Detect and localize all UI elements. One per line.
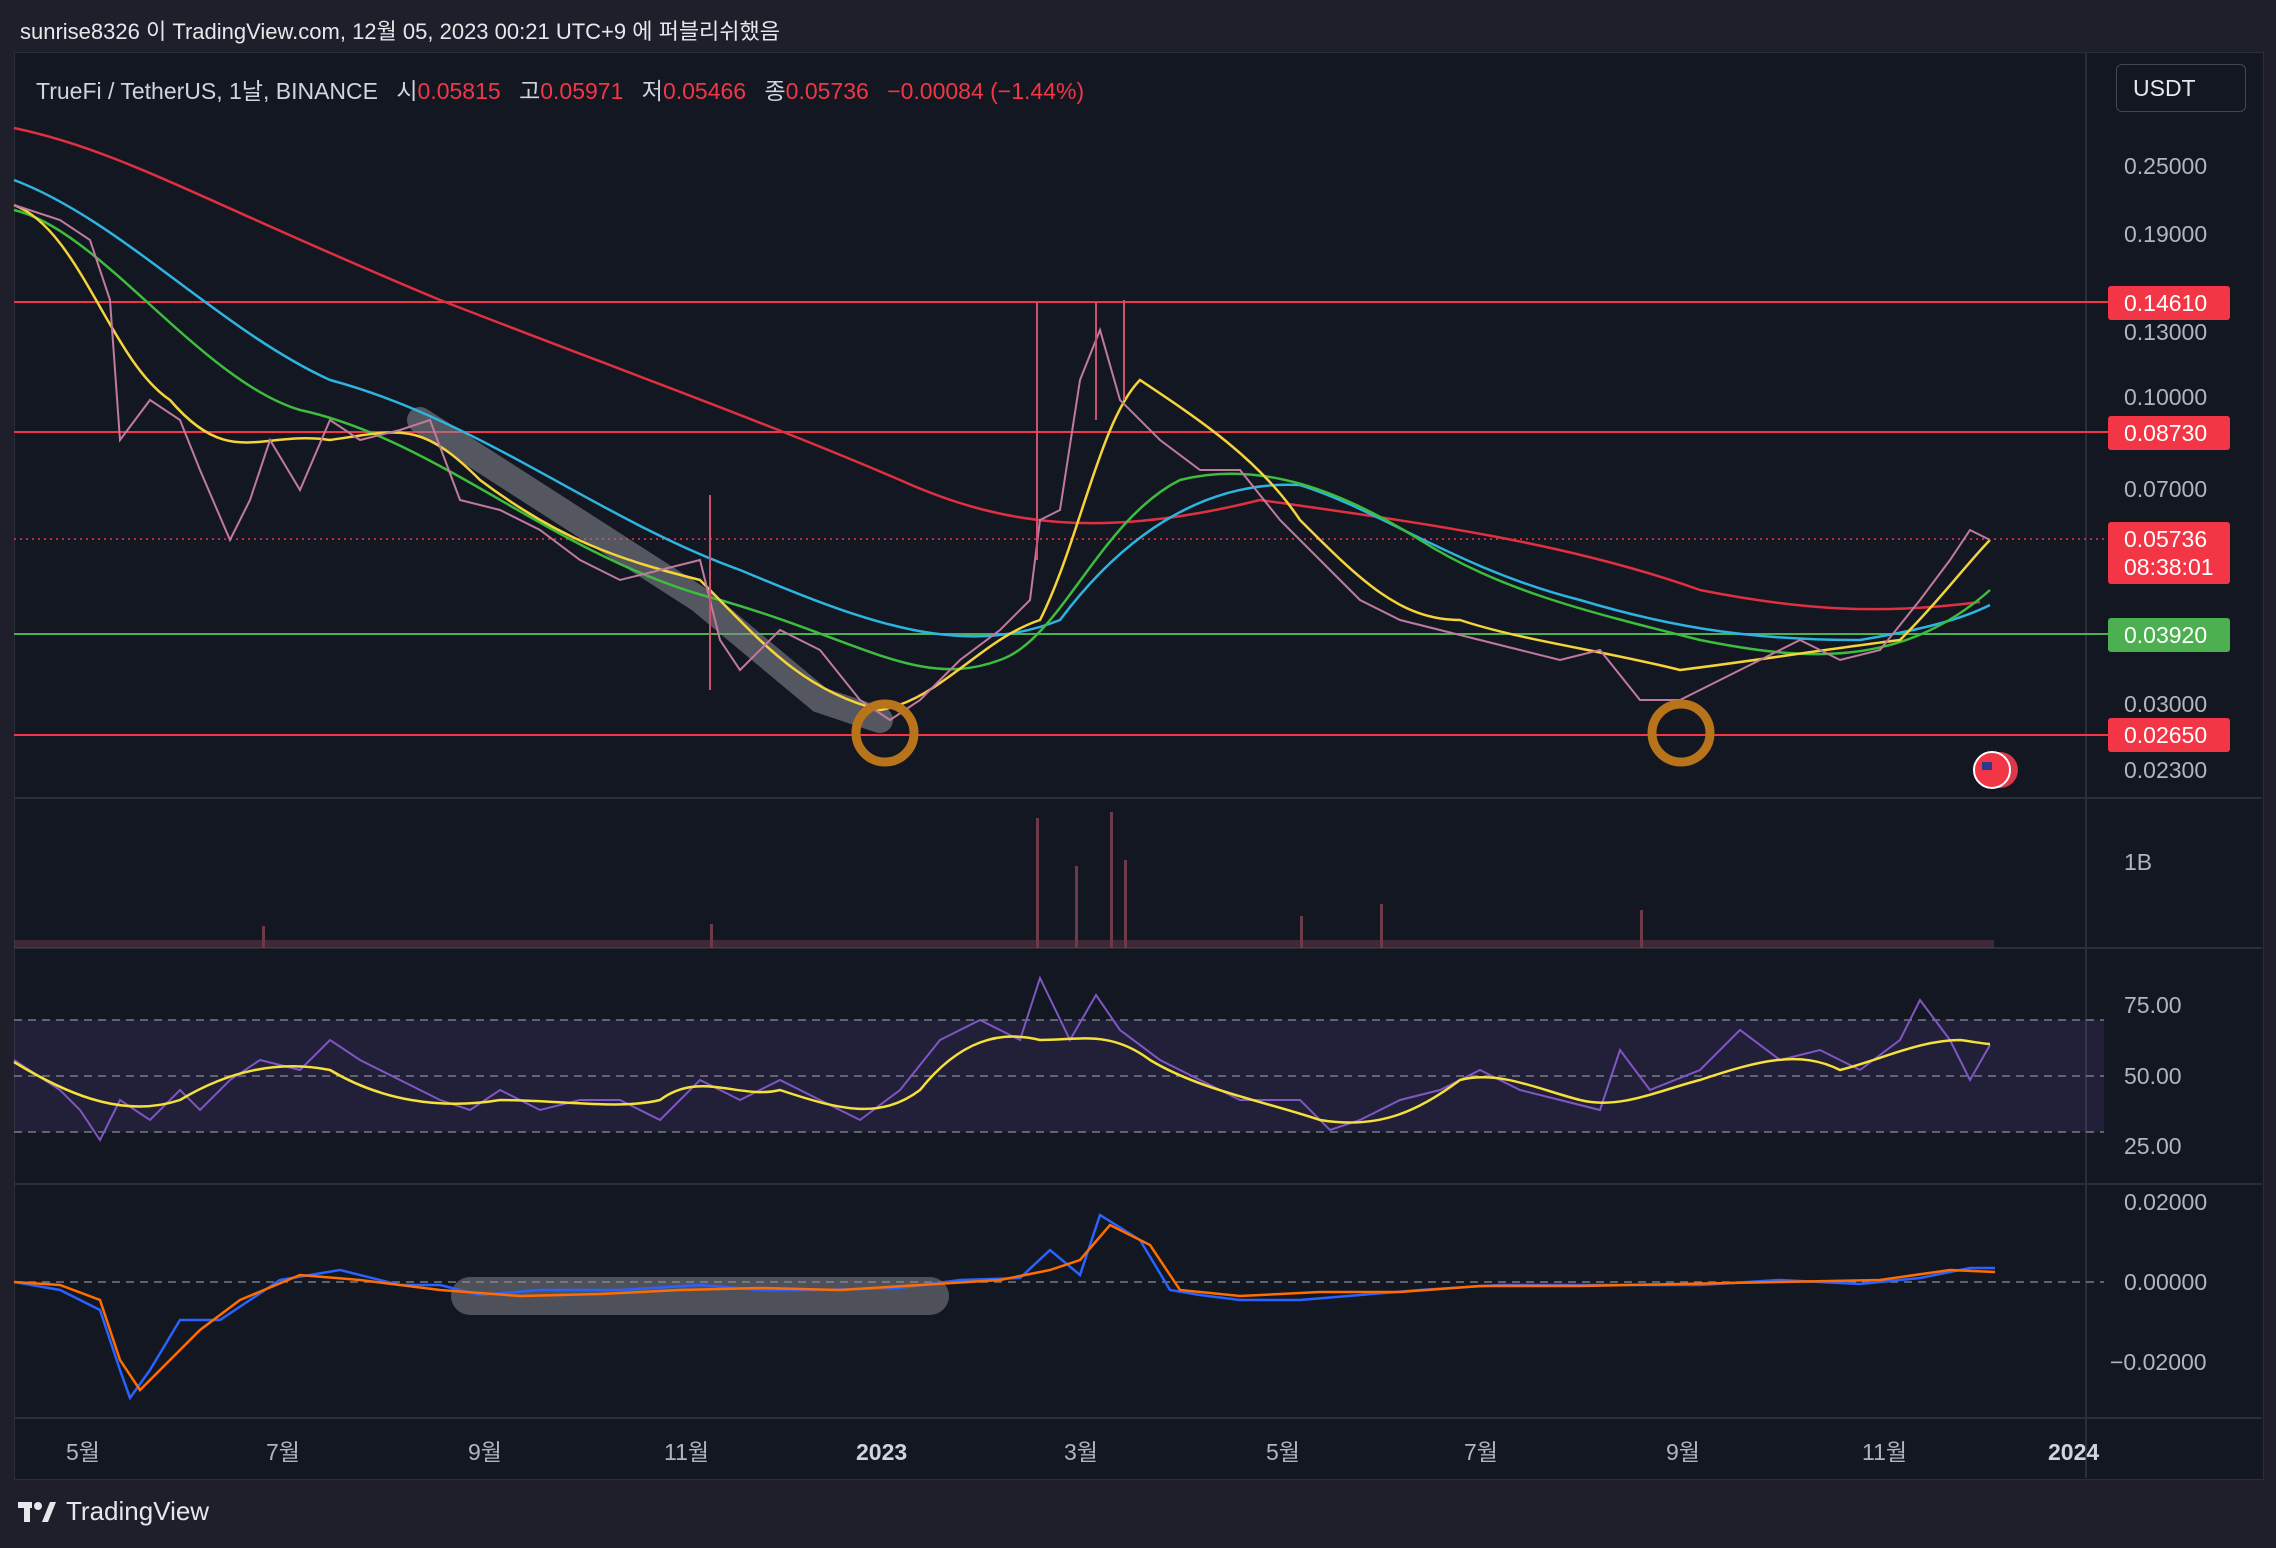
circle-marker-low-2: [1647, 699, 1715, 767]
circle-marker-low-1: [851, 699, 919, 767]
currency-button[interactable]: USDT: [2116, 64, 2246, 112]
trend-highlight: [407, 407, 893, 733]
time-tick: 5월: [1266, 1439, 1300, 1465]
last-price-label: 0.05736: [2124, 526, 2207, 552]
price-axis-ticks: 0.25000 0.19000 0.13000 0.10000 0.07000 …: [2124, 153, 2207, 783]
macd-tick: 0.02000: [2124, 1189, 2207, 1215]
footer-brand-text: TradingView: [66, 1496, 210, 1526]
price-tick: 0.07000: [2124, 476, 2207, 502]
price-series: [13, 204, 1991, 722]
time-tick: 9월: [468, 1439, 502, 1465]
pane-separators: [14, 52, 2262, 1478]
rsi-tick: 50.00: [2124, 1063, 2182, 1089]
chart-frame[interactable]: [14, 52, 2264, 1480]
indicator-axis-ticks: 1B 75.00 50.00 25.00 0.02000 0.00000 −0.…: [2110, 849, 2207, 1375]
macd-tick: 0.00000: [2124, 1269, 2207, 1295]
price-tick: 0.03000: [2124, 691, 2207, 717]
moving-averages: [13, 126, 1991, 712]
time-tick: 7월: [266, 1439, 300, 1465]
rsi-guides: [14, 1019, 2104, 1133]
countdown-label: 08:38:01: [2124, 554, 2214, 580]
publish-header: sunrise8326 이 TradingView.com, 12월 05, 2…: [0, 0, 2276, 52]
rsi-line: [13, 975, 1991, 1142]
price-tick: 0.25000: [2124, 153, 2207, 179]
publish-header-text: sunrise8326 이 TradingView.com, 12월 05, 2…: [20, 19, 781, 44]
high-value: 0.05971: [540, 78, 624, 104]
ma-green-line: [13, 208, 1991, 671]
time-tick: 7월: [1464, 1439, 1498, 1465]
close-label: 종: [764, 78, 786, 104]
time-tick: 2023: [856, 1439, 907, 1465]
price-tick: 0.02300: [2124, 757, 2207, 783]
time-axis-ticks: 5월 7월 9월 11월 2023 3월 5월 7월 9월 11월 2024: [66, 1439, 2099, 1465]
level-label-008730: 0.08730: [2124, 420, 2207, 446]
rsi-signal-line: [13, 1035, 1991, 1124]
price-wicks: [709, 300, 1125, 690]
time-tick: 9월: [1666, 1439, 1700, 1465]
time-tick: 2024: [2048, 1439, 2099, 1465]
level-lines[interactable]: [14, 301, 2112, 736]
ma-yellow-line: [13, 203, 1991, 712]
macd-line: [13, 1213, 1995, 1401]
rsi-tick: 25.00: [2124, 1133, 2182, 1159]
ma-red-line: [13, 126, 1981, 611]
ma-cyan-line: [13, 178, 1991, 642]
low-value: 0.05466: [662, 78, 747, 104]
time-tick: 11월: [1862, 1439, 1907, 1465]
level-label-002650: 0.02650: [2124, 722, 2207, 748]
close-value: 0.05736: [785, 78, 869, 104]
volume-bars: [14, 812, 1994, 948]
time-tick: 5월: [66, 1439, 100, 1465]
footer-brand[interactable]: TradingView: [18, 1496, 209, 1527]
symbol-name[interactable]: TrueFi / TetherUS, 1날, BINANCE: [36, 78, 378, 104]
high-label: 고: [519, 78, 541, 104]
open-value: 0.05815: [417, 78, 501, 104]
level-labels: 0.14610 0.08730 0.05736 08:38:01 0.03920…: [2108, 286, 2230, 752]
circle-markers[interactable]: [851, 699, 1715, 767]
macd-tick: −0.02000: [2110, 1349, 2207, 1375]
level-label-003920: 0.03920: [2124, 622, 2207, 648]
open-label: 시: [396, 78, 418, 104]
rsi-tick: 75.00: [2124, 992, 2182, 1018]
price-tick: 0.10000: [2124, 384, 2207, 410]
macd-signal-line: [13, 1223, 1996, 1392]
time-tick: 3월: [1064, 1439, 1098, 1465]
symbol-legend[interactable]: TrueFi / TetherUS, 1날, BINANCE 시0.05815 …: [36, 72, 1084, 106]
time-tick: 11월: [664, 1439, 709, 1465]
volume-tick: 1B: [2124, 849, 2152, 875]
level-label-014610: 0.14610: [2124, 290, 2207, 316]
tradingview-logo-icon: [18, 1501, 56, 1522]
change-value: −0.00084 (−1.44%): [887, 78, 1085, 104]
price-tick: 0.13000: [2124, 319, 2207, 345]
price-tick: 0.19000: [2124, 221, 2207, 247]
low-label: 저: [641, 78, 663, 104]
us-flag-icon[interactable]: [1973, 751, 2018, 789]
